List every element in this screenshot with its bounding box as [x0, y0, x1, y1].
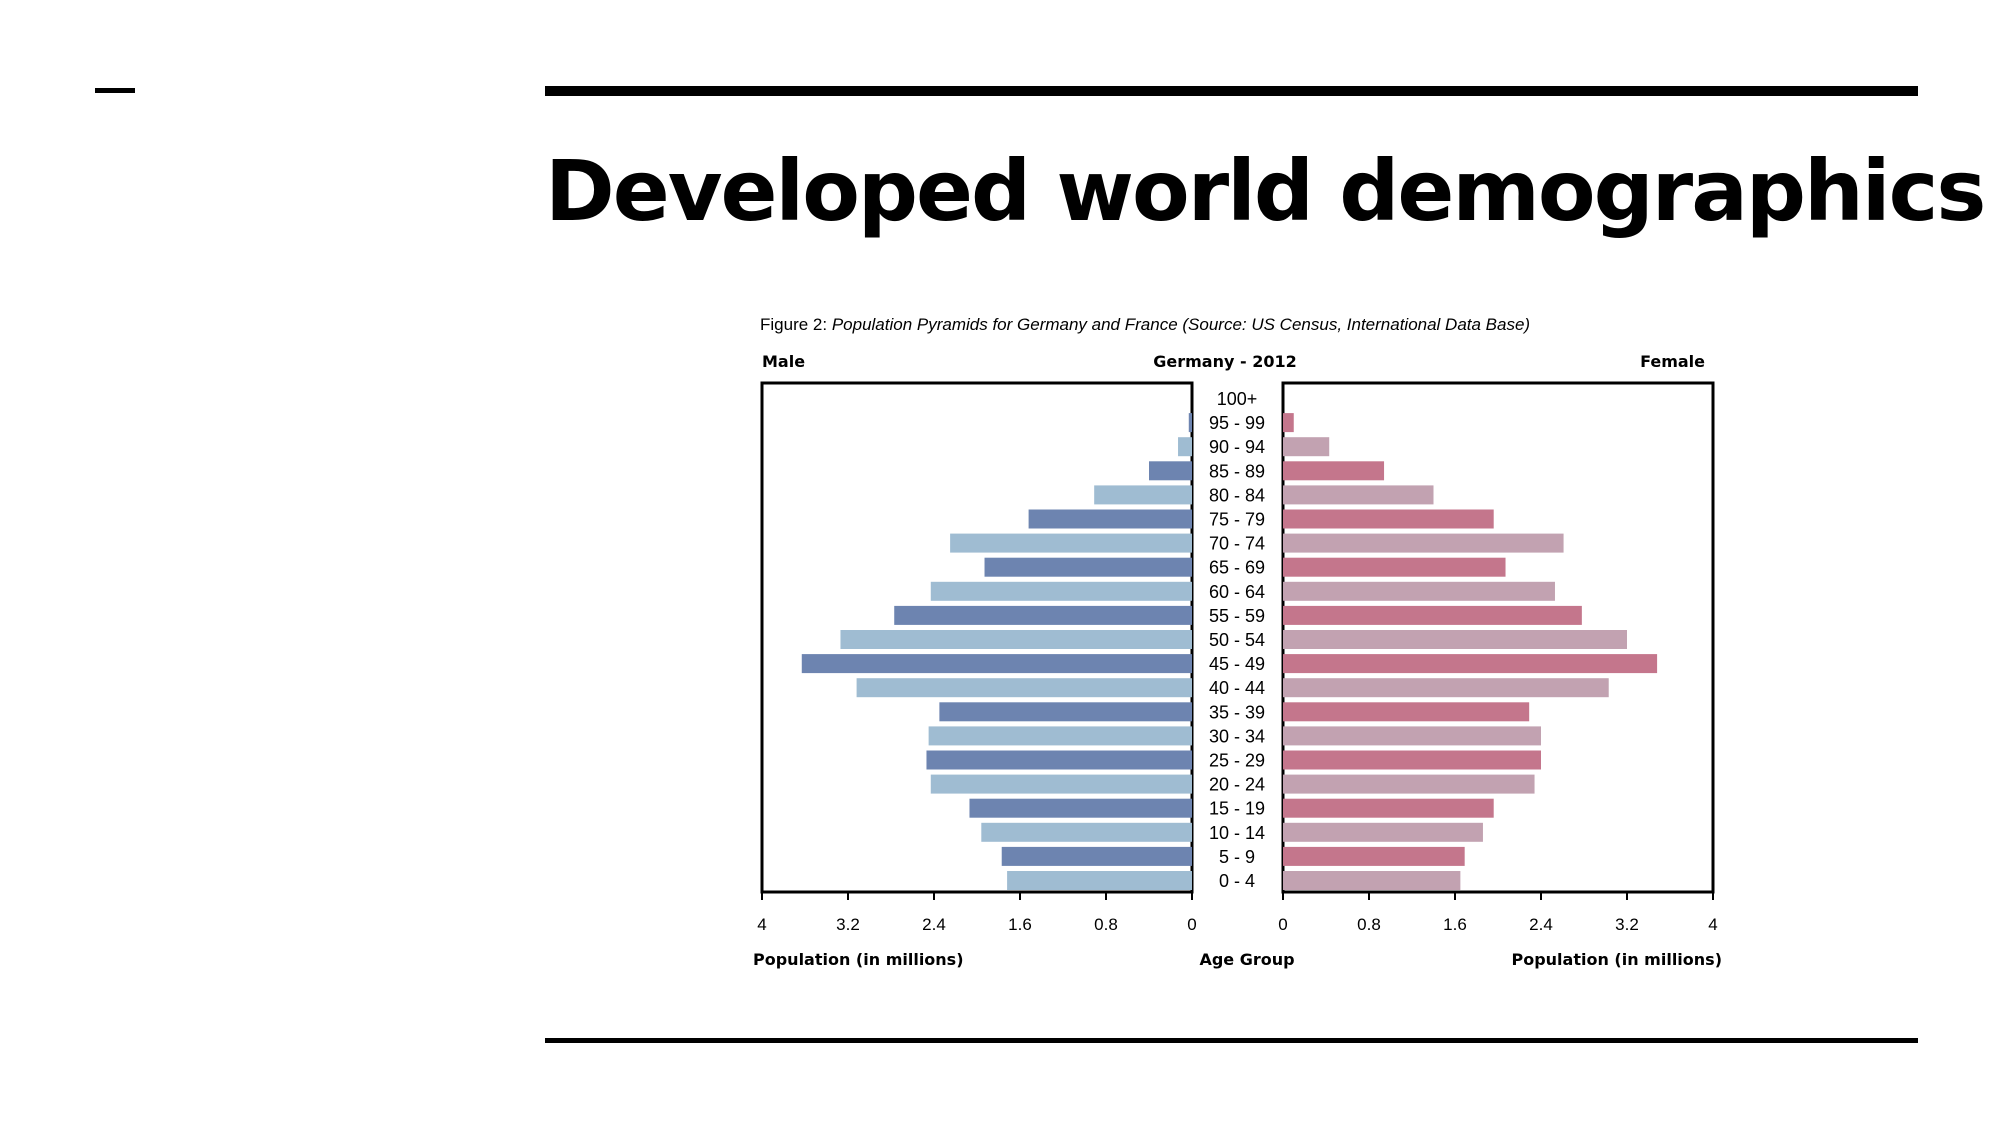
axis-tick-label: 0.8: [1094, 915, 1118, 934]
axis-tick-label: 2.4: [922, 915, 946, 934]
age-group-label: 5 - 9: [1219, 847, 1255, 867]
age-group-label: 60 - 64: [1209, 582, 1265, 602]
axis-tick-label: 2.4: [1529, 915, 1553, 934]
female-bar: [1283, 630, 1627, 649]
male-bar: [928, 726, 1192, 746]
age-group-label: 15 - 19: [1209, 799, 1265, 819]
age-group-label: 100+: [1217, 389, 1258, 409]
axis-tick-label: 1.6: [1443, 915, 1467, 934]
age-group-labels: 100+ 95 - 99 90 - 94 85 - 89 80 - 84 75 - 79 7…: [1209, 389, 1265, 891]
female-bar: [1283, 871, 1461, 890]
chart-title: Germany - 2012: [1153, 352, 1296, 371]
female-bar: [1283, 509, 1494, 529]
male-bar: [1007, 871, 1192, 890]
female-bar: [1283, 413, 1294, 433]
age-group-axis-label: Age Group: [1199, 950, 1294, 969]
age-group-label: 40 - 44: [1209, 678, 1265, 698]
age-group-label: 25 - 29: [1209, 751, 1265, 771]
female-bar: [1283, 581, 1555, 601]
male-bar: [969, 798, 1192, 818]
female-bar: [1283, 846, 1465, 866]
male-bar: [950, 533, 1192, 553]
axis-tick-label: 0: [1187, 915, 1196, 934]
slide-title: Developed world demographics: [545, 142, 1986, 240]
age-group-label: 95 - 99: [1209, 413, 1265, 433]
axis-tick-label: 3.2: [1615, 915, 1639, 934]
age-group-label: 65 - 69: [1209, 558, 1265, 578]
female-bar: [1283, 750, 1541, 770]
male-bar: [840, 630, 1192, 649]
female-bars: [1283, 413, 1658, 890]
age-group-label: 10 - 14: [1209, 823, 1265, 843]
male-bar: [1094, 485, 1192, 505]
male-x-axis-label: Population (in millions): [753, 950, 964, 969]
male-bar: [856, 678, 1192, 698]
female-bar: [1283, 702, 1530, 722]
male-axis-ticks: 4 3.2 2.4 1.6 0.8 0: [757, 892, 1197, 934]
male-bar: [1028, 509, 1192, 529]
top-rule: [545, 86, 1918, 96]
female-bar: [1283, 822, 1483, 842]
female-bar: [1283, 774, 1535, 794]
male-bar: [939, 702, 1192, 722]
figure-caption: Figure 2: Population Pyramids for German…: [760, 315, 1530, 334]
female-bar: [1283, 485, 1434, 505]
male-bar: [930, 774, 1192, 794]
female-bar: [1283, 678, 1609, 698]
axis-tick-label: 3.2: [836, 915, 860, 934]
male-bar: [1178, 437, 1192, 457]
age-group-label: 85 - 89: [1209, 461, 1265, 481]
age-group-label: 90 - 94: [1209, 437, 1265, 457]
age-group-label: 75 - 79: [1209, 510, 1265, 530]
axis-tick-label: 4: [757, 915, 766, 934]
age-group-label: 0 - 4: [1219, 871, 1255, 891]
female-bar: [1283, 461, 1385, 481]
age-group-label: 45 - 49: [1209, 654, 1265, 674]
male-bar: [981, 822, 1192, 842]
age-group-label: 80 - 84: [1209, 485, 1265, 505]
age-group-label: 55 - 59: [1209, 606, 1265, 626]
female-bar: [1283, 726, 1541, 746]
female-bar: [1283, 533, 1564, 553]
male-bar: [894, 605, 1192, 625]
female-bar: [1283, 605, 1582, 625]
age-group-label: 50 - 54: [1209, 630, 1265, 650]
axis-tick-label: 0.8: [1357, 915, 1381, 934]
female-x-axis-label: Population (in millions): [1511, 950, 1722, 969]
male-bar: [801, 654, 1192, 674]
male-bar: [984, 557, 1192, 577]
female-bar: [1283, 654, 1658, 674]
age-group-label: 30 - 34: [1209, 726, 1265, 746]
female-bar: [1283, 437, 1330, 457]
male-bars: [801, 413, 1192, 890]
axis-tick-label: 4: [1708, 915, 1717, 934]
male-label: Male: [762, 352, 805, 371]
male-bar: [930, 581, 1192, 601]
female-bar: [1283, 798, 1494, 818]
age-group-label: 35 - 39: [1209, 702, 1265, 722]
male-bar: [1149, 461, 1192, 481]
bottom-rule: [545, 1038, 1918, 1043]
female-bar: [1283, 557, 1506, 577]
male-bar: [926, 750, 1192, 770]
male-bar: [1188, 413, 1192, 433]
female-label: Female: [1640, 352, 1705, 371]
female-axis-ticks: 0 0.8 1.6 2.4 3.2 4: [1278, 892, 1718, 934]
male-bar: [1001, 846, 1192, 866]
slide-dash-decoration: [95, 88, 135, 93]
age-group-label: 20 - 24: [1209, 775, 1265, 795]
age-group-label: 70 - 74: [1209, 534, 1265, 554]
axis-tick-label: 0: [1278, 915, 1287, 934]
axis-tick-label: 1.6: [1008, 915, 1032, 934]
